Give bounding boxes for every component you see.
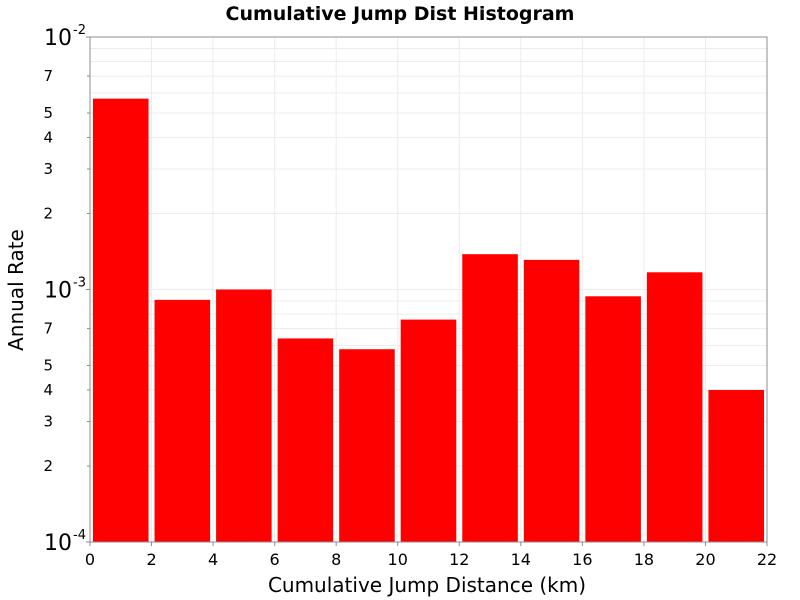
x-tick-label: 14 — [511, 550, 531, 569]
x-tick-label: 4 — [208, 550, 218, 569]
x-tick-label: 2 — [146, 550, 156, 569]
bar — [93, 98, 149, 542]
x-tick-label: 8 — [331, 550, 341, 569]
x-tick-label: 20 — [695, 550, 715, 569]
y-tick-label-major: 10 — [44, 531, 72, 556]
x-tick-label: 0 — [85, 550, 95, 569]
y-tick-label-minor: 4 — [43, 128, 53, 146]
y-tick-label-minor: 4 — [43, 381, 53, 399]
y-tick-label-minor: 7 — [43, 320, 53, 338]
y-tick-label-minor: 2 — [43, 204, 53, 222]
bar — [400, 319, 457, 542]
y-tick-label-minor: 2 — [43, 457, 53, 475]
bar — [154, 299, 211, 542]
y-tick-label-minor: 5 — [43, 104, 53, 122]
x-tick-label: 16 — [572, 550, 592, 569]
bars-group — [93, 98, 764, 542]
y-tick-label-major: 10 — [44, 26, 72, 51]
y-tick-label-minor: 5 — [43, 357, 53, 375]
x-tick-label: 12 — [449, 550, 469, 569]
y-axis-label: Annual Rate — [4, 229, 28, 351]
x-tick-label: 22 — [757, 550, 777, 569]
bar — [462, 254, 518, 542]
bar — [277, 338, 334, 542]
y-tick-label-exponent: -2 — [73, 23, 86, 38]
x-tick-label: 10 — [388, 550, 408, 569]
y-tick-label-exponent: -4 — [73, 528, 86, 543]
y-tick-label-exponent: -3 — [73, 276, 86, 291]
x-tick-label: 18 — [634, 550, 654, 569]
y-tick-label-minor: 3 — [43, 413, 53, 431]
bar — [216, 289, 272, 542]
x-axis-label: Cumulative Jump Distance (km) — [268, 573, 586, 597]
x-tick-label: 6 — [270, 550, 280, 569]
chart-title: Cumulative Jump Dist Histogram — [226, 3, 575, 25]
bar — [585, 296, 641, 542]
x-axis-ticks: 0 2 4 6 8 10 12 14 16 18 20 22 — [85, 542, 777, 569]
bar — [523, 259, 580, 542]
y-tick-label-minor: 3 — [43, 160, 53, 178]
bar — [708, 389, 764, 542]
bar — [339, 349, 395, 542]
y-tick-label-major: 10 — [44, 279, 72, 304]
bar — [646, 272, 703, 542]
y-tick-label-minor: 7 — [43, 67, 53, 85]
